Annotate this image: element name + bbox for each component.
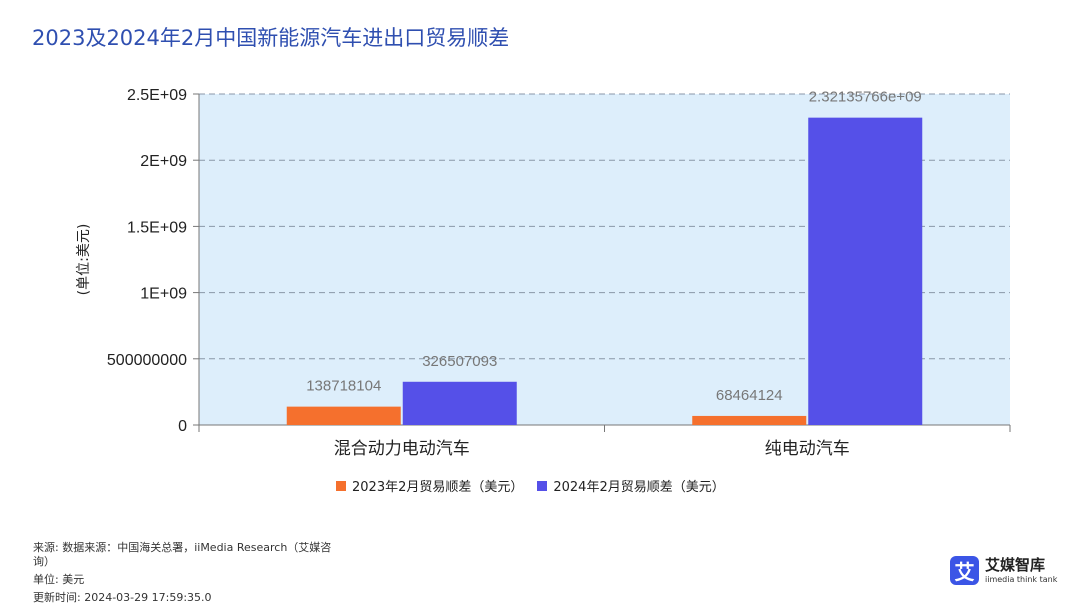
bar [808, 117, 923, 425]
chart-legend: 2023年2月贸易顺差（美元） 2024年2月贸易顺差（美元） [336, 476, 739, 495]
x-tick-label: 纯电动汽车 [765, 439, 850, 459]
logo-subtitle: iimedia think tank [985, 574, 1058, 584]
bar [402, 381, 517, 425]
y-tick-label: 500000000 [107, 352, 187, 369]
bar [692, 415, 807, 425]
legend-swatch-2024 [537, 480, 548, 491]
data-label: 68464124 [716, 387, 783, 404]
bar [286, 406, 401, 425]
logo-name: 艾媒智库 [985, 555, 1046, 574]
chart-title: 2023及2024年2月中国新能源汽车进出口贸易顺差 [32, 26, 510, 50]
legend-item-2024: 2024年2月贸易顺差（美元） [537, 476, 725, 495]
y-tick-label: 0 [178, 418, 187, 435]
y-tick-label: 2.5E+09 [127, 87, 187, 104]
data-label: 138718104 [306, 378, 381, 395]
source-note: 来源: 数据来源：中国海关总署，iiMedia Research（艾媒咨 [33, 541, 332, 554]
y-axis-label: (单位:美元) [76, 224, 92, 296]
y-tick-label: 1.5E+09 [127, 219, 187, 236]
legend-swatch-2023 [336, 480, 346, 491]
data-label: 326507093 [422, 353, 497, 370]
legend-label-2023: 2023年2月贸易顺差（美元） [352, 480, 524, 495]
y-tick-label: 1E+09 [140, 286, 187, 303]
legend-label-2024: 2024年2月贸易顺差（美元） [553, 480, 725, 495]
source-note-cont: 询） [33, 555, 55, 568]
data-label: 2.32135766e+09 [809, 89, 922, 106]
x-tick-label: 混合动力电动汽车 [334, 439, 470, 459]
legend-item-2023: 2023年2月贸易顺差（美元） [336, 476, 523, 495]
brand-logo: 艾 艾媒智库 iimedia think tank [950, 556, 1057, 585]
update-time: 更新时间: 2024-03-29 17:59:35.0 [33, 591, 212, 604]
logo-mark-icon: 艾 [950, 556, 979, 585]
unit-note: 单位: 美元 [33, 573, 85, 586]
y-tick-label: 2E+09 [140, 153, 187, 170]
